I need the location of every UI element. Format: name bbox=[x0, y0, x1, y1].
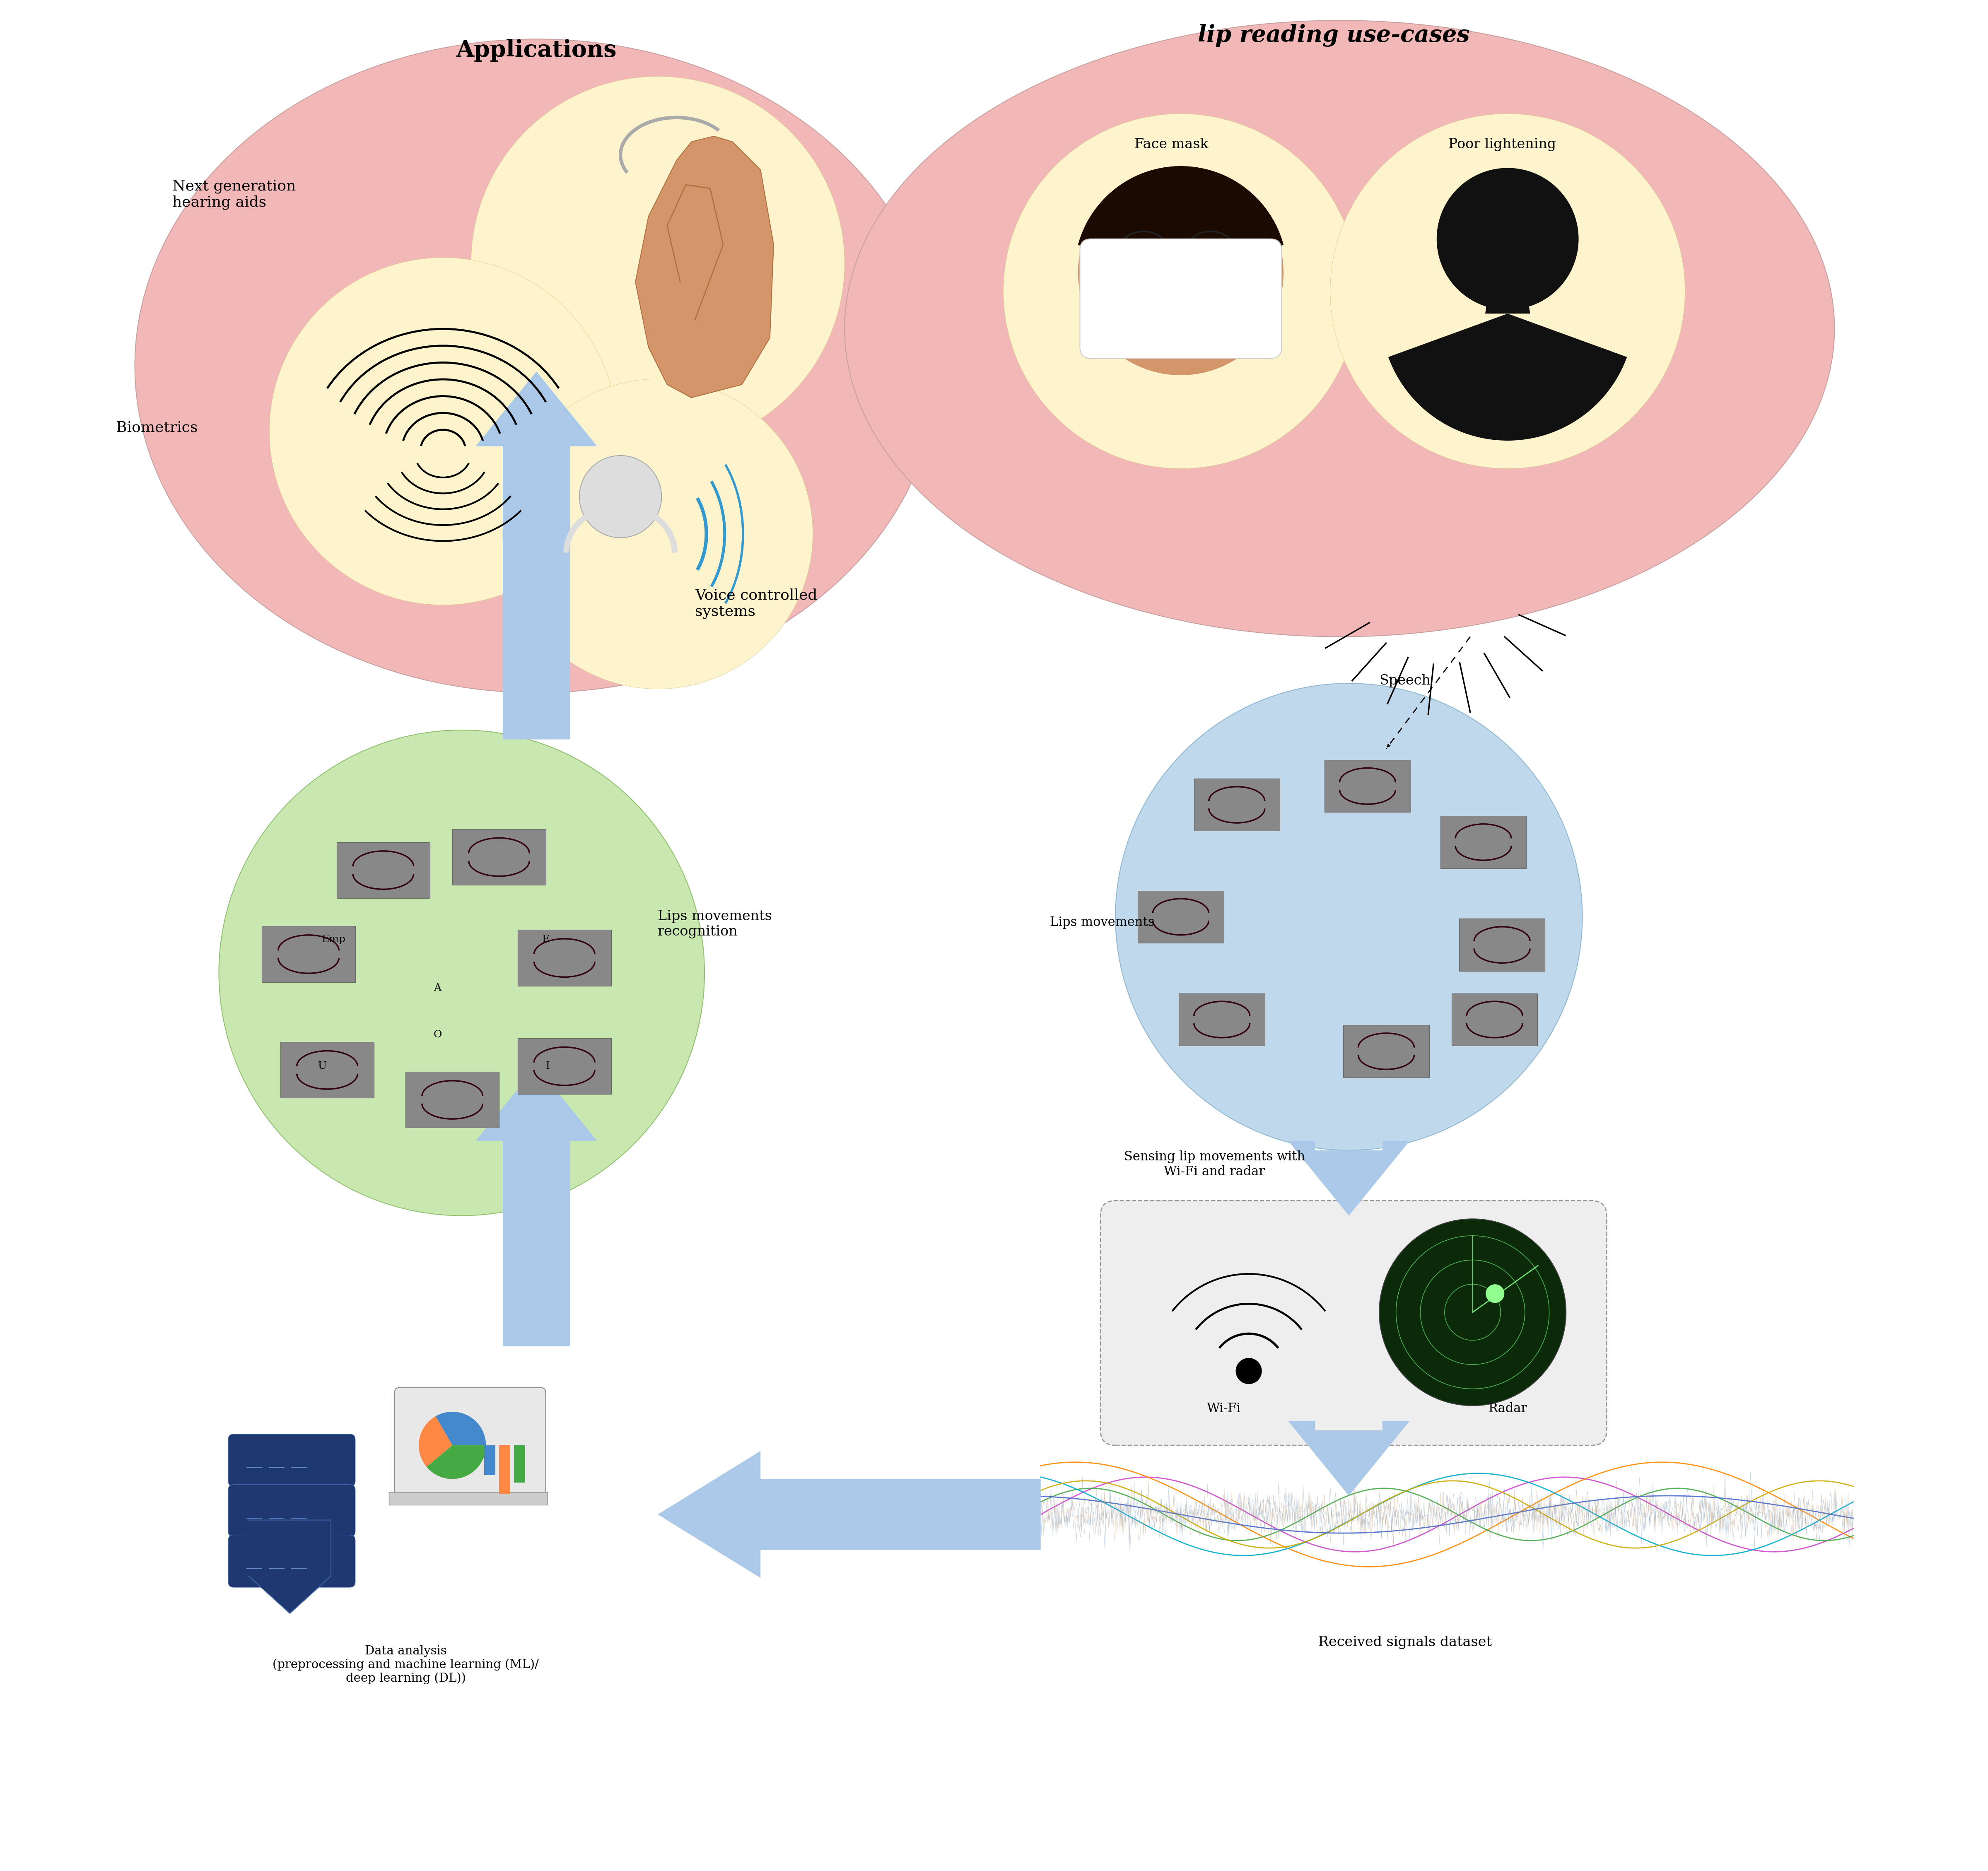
FancyBboxPatch shape bbox=[229, 1435, 356, 1486]
Polygon shape bbox=[1485, 273, 1531, 314]
Text: Applications: Applications bbox=[455, 39, 616, 62]
Ellipse shape bbox=[845, 21, 1835, 636]
Text: Wi-Fi: Wi-Fi bbox=[1207, 1403, 1241, 1414]
Bar bbox=[1324, 760, 1411, 812]
Wedge shape bbox=[1077, 167, 1284, 273]
Text: Radar: Radar bbox=[1489, 1403, 1527, 1414]
Text: Voice controlled
systems: Voice controlled systems bbox=[696, 587, 817, 619]
Text: Sensing lip movements with
Wi-Fi and radar: Sensing lip movements with Wi-Fi and rad… bbox=[1123, 1151, 1304, 1179]
Polygon shape bbox=[248, 1519, 330, 1613]
Text: O: O bbox=[433, 1029, 441, 1038]
Text: Lips movements
recognition: Lips movements recognition bbox=[658, 909, 771, 939]
Text: lip reading use-cases: lip reading use-cases bbox=[1199, 24, 1469, 47]
Text: I: I bbox=[547, 1061, 551, 1070]
Text: A: A bbox=[433, 982, 441, 992]
Text: E: E bbox=[543, 934, 549, 945]
Bar bbox=[336, 842, 429, 898]
FancyBboxPatch shape bbox=[1101, 1201, 1606, 1444]
Circle shape bbox=[1330, 114, 1686, 468]
Wedge shape bbox=[419, 1416, 453, 1467]
FancyBboxPatch shape bbox=[229, 1484, 356, 1536]
Bar bbox=[1441, 816, 1527, 868]
Bar bbox=[406, 1072, 499, 1128]
Bar bbox=[1195, 778, 1280, 831]
Polygon shape bbox=[658, 1450, 1040, 1577]
Circle shape bbox=[1485, 1284, 1505, 1302]
Circle shape bbox=[1237, 1358, 1262, 1385]
Polygon shape bbox=[1288, 1422, 1409, 1495]
Ellipse shape bbox=[135, 39, 938, 692]
Text: Biometrics: Biometrics bbox=[115, 421, 199, 434]
Text: Speech: Speech bbox=[1380, 674, 1431, 687]
Bar bbox=[517, 1038, 610, 1095]
Text: Poor lightening: Poor lightening bbox=[1447, 138, 1557, 152]
Bar bbox=[515, 1444, 525, 1482]
Bar bbox=[1459, 919, 1545, 971]
Text: Next generation
hearing aids: Next generation hearing aids bbox=[173, 180, 296, 210]
Polygon shape bbox=[475, 1066, 596, 1347]
Polygon shape bbox=[1288, 1141, 1409, 1216]
FancyBboxPatch shape bbox=[229, 1534, 356, 1587]
Bar bbox=[1179, 994, 1264, 1046]
Bar bbox=[1137, 891, 1225, 943]
Circle shape bbox=[1115, 683, 1582, 1151]
Wedge shape bbox=[1388, 314, 1626, 440]
Bar bbox=[1344, 1025, 1429, 1078]
Bar bbox=[1451, 994, 1537, 1046]
Wedge shape bbox=[427, 1444, 485, 1478]
Polygon shape bbox=[636, 137, 773, 399]
Bar bbox=[517, 930, 610, 986]
Text: Lips movements: Lips movements bbox=[1050, 917, 1155, 928]
FancyBboxPatch shape bbox=[394, 1388, 547, 1501]
Text: Received signals dataset: Received signals dataset bbox=[1318, 1635, 1491, 1648]
Wedge shape bbox=[435, 1413, 485, 1444]
Text: Face mask: Face mask bbox=[1135, 138, 1209, 152]
Circle shape bbox=[471, 77, 845, 449]
Circle shape bbox=[219, 730, 704, 1216]
Circle shape bbox=[503, 380, 813, 689]
Circle shape bbox=[1004, 114, 1358, 468]
Text: U: U bbox=[318, 1061, 326, 1070]
Circle shape bbox=[1077, 170, 1284, 376]
Bar bbox=[390, 1491, 547, 1504]
Circle shape bbox=[579, 455, 662, 537]
Bar bbox=[280, 1042, 374, 1098]
Bar bbox=[485, 1444, 495, 1474]
Text: Emp: Emp bbox=[322, 934, 346, 945]
Text: Data analysis
(preprocessing and machine learning (ML)/
deep learning (DL)): Data analysis (preprocessing and machine… bbox=[272, 1645, 539, 1684]
Polygon shape bbox=[475, 372, 596, 739]
Bar bbox=[453, 829, 547, 885]
Bar bbox=[262, 926, 356, 982]
Circle shape bbox=[1437, 168, 1578, 311]
Circle shape bbox=[1380, 1218, 1567, 1405]
FancyBboxPatch shape bbox=[1079, 239, 1282, 359]
Circle shape bbox=[268, 258, 616, 604]
Bar bbox=[499, 1444, 511, 1493]
